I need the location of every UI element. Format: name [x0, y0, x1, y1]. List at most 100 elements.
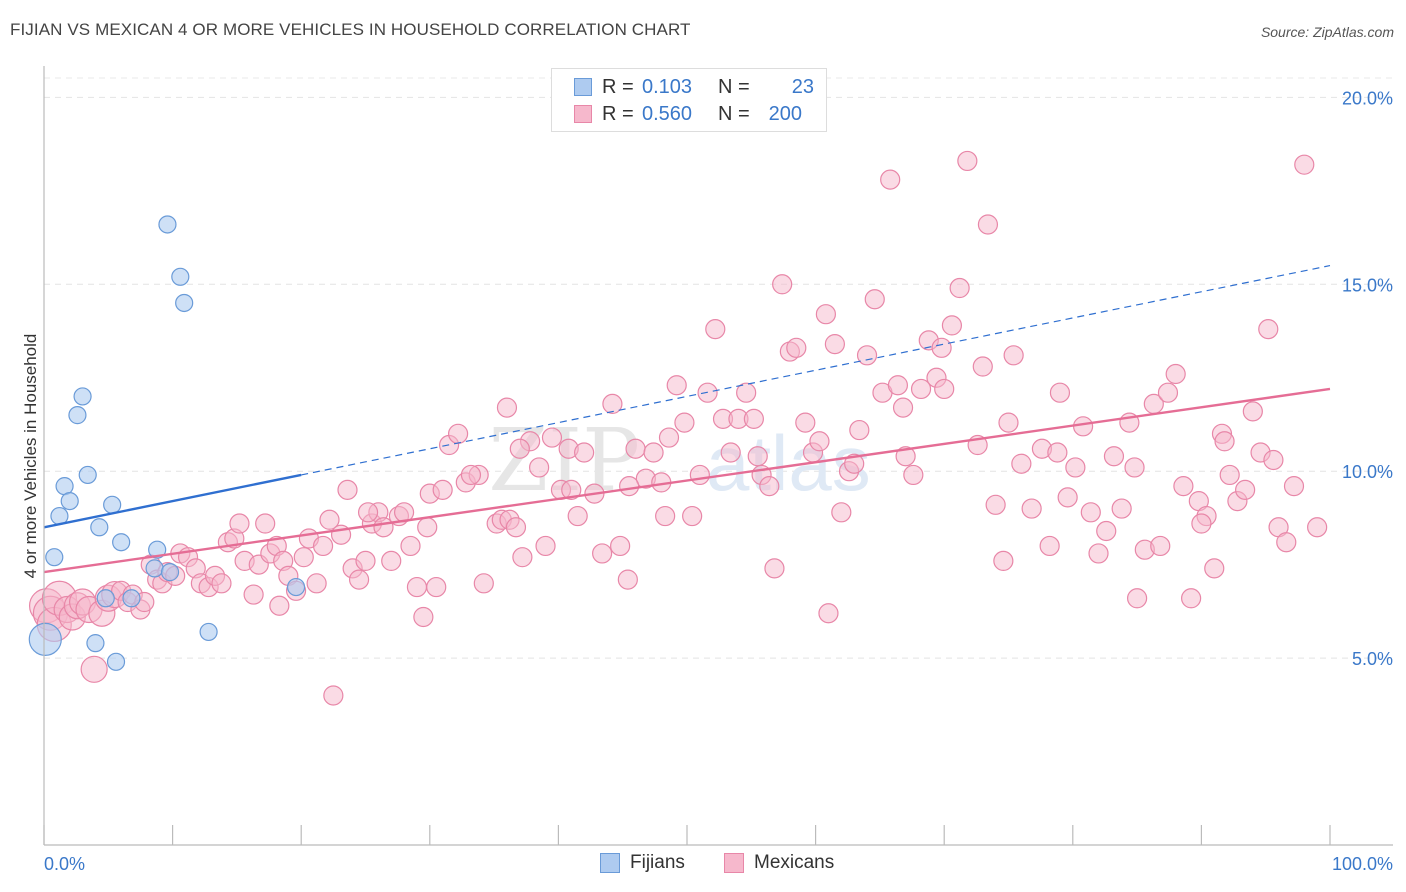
- mexican-point: [529, 457, 550, 478]
- mexican-point: [743, 408, 764, 429]
- mexican-point: [934, 378, 955, 400]
- mexican-point: [1242, 401, 1263, 422]
- fijian-point: [106, 652, 126, 671]
- mexican-point: [705, 319, 726, 340]
- mexican-point: [592, 543, 613, 564]
- fijian-point: [103, 495, 122, 514]
- mexican-point: [561, 479, 582, 500]
- mexican-point: [1173, 476, 1194, 497]
- mexican-point: [447, 423, 469, 444]
- mexican-point: [1039, 535, 1060, 557]
- fijian-point: [28, 622, 62, 657]
- mexican-point: [1057, 487, 1078, 508]
- mexican-point: [432, 479, 453, 500]
- mexican-point: [736, 382, 757, 403]
- r-label: R =: [602, 102, 634, 125]
- mexican-point: [658, 427, 680, 448]
- fijian-point: [286, 577, 306, 597]
- mexican-point: [880, 169, 901, 190]
- mexican-point: [795, 412, 816, 433]
- fijian-point: [45, 548, 64, 567]
- mexican-point: [1263, 449, 1284, 471]
- mexican-point: [574, 442, 595, 463]
- mexican-point: [1065, 457, 1086, 478]
- legend-item-fijians[interactable]: Fijians: [600, 852, 685, 874]
- mexican-point: [903, 464, 924, 486]
- mexicans-legend-label: Mexicans: [754, 852, 835, 873]
- r-label: R =: [602, 75, 634, 98]
- fijian-point: [112, 533, 131, 552]
- mexican-point: [1072, 416, 1094, 437]
- mexican-point: [1235, 479, 1256, 500]
- mexican-point: [941, 315, 963, 336]
- mexicans-points: [28, 150, 1328, 706]
- mexican-point: [357, 502, 379, 523]
- mexican-point: [674, 412, 695, 433]
- fijian-point: [90, 518, 109, 537]
- mexican-point: [864, 289, 885, 310]
- mexicans-legend-swatch: [724, 853, 744, 873]
- mexican-point: [80, 655, 108, 683]
- mexican-point: [892, 397, 914, 418]
- n-label: N =: [718, 102, 750, 125]
- mexican-point: [1096, 520, 1117, 542]
- mexican-point: [856, 345, 878, 366]
- mexican-point: [844, 453, 865, 474]
- mexican-point: [895, 446, 916, 467]
- mexican-point: [818, 603, 839, 624]
- mexican-point: [1150, 535, 1171, 557]
- mexican-point: [460, 464, 482, 486]
- fijians-n-value: 23: [791, 75, 814, 98]
- mexican-point: [809, 431, 830, 452]
- mexican-point: [720, 442, 741, 463]
- mexican-point: [269, 595, 290, 616]
- mexican-point: [625, 438, 646, 459]
- mexican-point: [509, 438, 530, 459]
- y-tick-label: 20.0%: [1342, 88, 1393, 108]
- fijian-point: [78, 465, 97, 485]
- mexican-point: [413, 606, 434, 628]
- mexican-point: [1294, 154, 1315, 175]
- fijians-swatch: [574, 78, 592, 96]
- mexican-point: [772, 274, 793, 295]
- fijian-point: [73, 387, 92, 406]
- mexican-point: [977, 214, 999, 235]
- mexican-point: [619, 476, 640, 497]
- mexican-point: [535, 535, 556, 557]
- mexican-point: [910, 378, 932, 400]
- gridlines: [44, 77, 1393, 659]
- fijian-point: [171, 267, 190, 286]
- fijian-point: [86, 634, 105, 653]
- mexican-point: [381, 550, 402, 572]
- mexican-point: [786, 337, 807, 358]
- y-axis-label: 4 or more Vehicles in Household: [21, 334, 40, 579]
- series-legend: Fijians Mexicans: [0, 852, 1406, 876]
- legend-item-mexicans[interactable]: Mexicans: [724, 852, 834, 874]
- mexicans-n-value: 200: [768, 102, 802, 125]
- stats-legend: R = 0.103 N = 23 R = 0.560 N = 200: [551, 68, 827, 132]
- trend-lines: [43, 265, 1331, 574]
- mexican-point: [319, 509, 340, 530]
- mexicans-r-value: 0.560: [642, 102, 693, 125]
- mexican-point: [824, 333, 845, 355]
- mexican-point: [337, 479, 358, 500]
- mexican-point: [602, 393, 623, 415]
- mexican-point: [849, 419, 870, 441]
- mexican-point: [617, 569, 638, 590]
- mexican-point: [1276, 532, 1297, 553]
- mexican-point: [931, 337, 952, 358]
- mexican-point: [512, 547, 533, 568]
- fijians-points: [28, 215, 306, 671]
- mexicans-trend-line: [43, 387, 1331, 574]
- mexican-point: [1124, 457, 1145, 478]
- mexican-point: [610, 535, 631, 557]
- mexican-point: [505, 517, 527, 538]
- mexican-point: [426, 576, 447, 598]
- mexican-point: [682, 505, 703, 527]
- y-tick-label: 15.0%: [1342, 275, 1393, 295]
- fijian-point: [60, 491, 79, 511]
- y-tick-label: 5.0%: [1352, 649, 1393, 669]
- fijians-trend-line: [43, 473, 302, 529]
- mexican-point: [1219, 464, 1240, 486]
